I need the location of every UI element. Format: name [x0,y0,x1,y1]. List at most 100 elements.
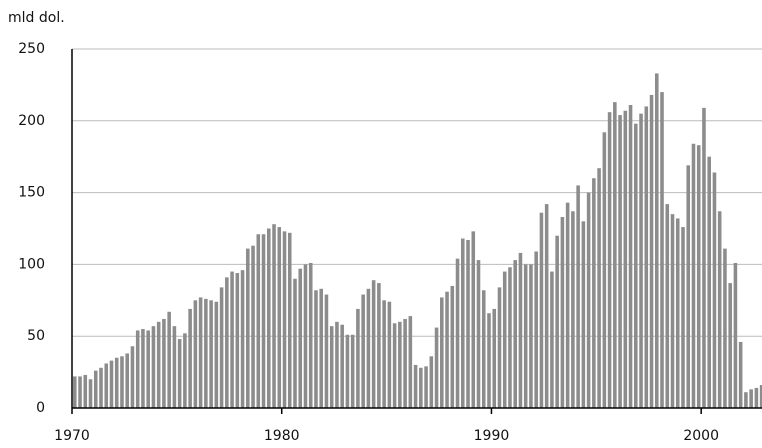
bar [272,224,276,408]
bar [586,192,591,408]
bar [450,285,455,408]
bar [654,73,659,409]
bar [471,231,476,408]
bar [497,287,502,408]
y-tick-label: 250 [18,41,45,57]
bar [424,366,428,408]
bar [539,212,544,408]
bar [576,185,580,408]
bar [717,211,722,408]
bar [120,356,124,408]
bar [219,287,224,408]
bar [350,334,355,408]
bar [670,214,675,408]
bar [230,271,234,408]
bar [261,234,266,408]
bar [214,301,219,408]
bar [628,105,633,408]
bar [738,341,743,408]
bar [702,107,706,408]
bar [607,112,612,409]
bar [565,202,570,408]
bar [377,283,381,408]
bar [99,367,103,408]
bar [560,217,565,408]
bar [639,113,643,409]
bar [156,321,161,408]
y-tick-label: 50 [27,328,45,344]
bar [193,300,198,408]
bar [303,264,308,408]
bar [151,326,156,408]
bar [298,268,303,408]
y-axis-label: mld dol. [8,10,65,26]
bar [502,271,507,408]
bar [534,251,538,408]
bar [419,367,423,408]
bar [675,218,680,408]
bar [508,267,512,408]
bar [649,94,654,409]
bar [660,92,664,408]
x-tick-label: 1970 [54,428,90,444]
bar [613,102,617,408]
bar [403,318,407,408]
bar [434,327,439,408]
bar [141,329,145,408]
bar [198,297,203,408]
bar [319,288,323,408]
bar [361,294,365,408]
bar [73,376,77,408]
bar [287,232,292,408]
bar [172,326,177,408]
bar [371,280,376,408]
bar [240,270,245,408]
bar [634,123,638,408]
bar [225,277,229,408]
bar [623,110,628,409]
bar [183,333,187,408]
bar [256,234,261,408]
bar [518,252,523,408]
bar [744,392,748,408]
bar [749,389,753,408]
y-tick-label: 150 [18,185,45,201]
y-tick-label: 0 [36,400,45,416]
bar [293,278,297,408]
bar [366,288,371,408]
y-tick-label: 200 [18,113,45,129]
bar [445,291,449,408]
bar [513,260,517,408]
bar [644,106,649,408]
bar [308,262,313,408]
bar [209,300,213,408]
bar [408,316,413,408]
bar [455,258,460,408]
bar [83,374,88,408]
bar [324,294,329,408]
bar [340,324,344,408]
bar [167,311,171,408]
bar [93,370,98,408]
bar [177,339,182,408]
bar [78,376,82,408]
bar [235,273,240,408]
bar [429,356,434,408]
bar [544,204,549,408]
bar [460,238,465,408]
bar [466,239,470,408]
bar [146,330,150,408]
bar [329,326,334,408]
bar [387,301,392,408]
bar [398,321,402,408]
bar [555,235,559,408]
x-tick-label: 2000 [683,428,719,444]
bar [723,248,727,408]
y-tick-label: 100 [18,256,45,272]
bar [188,308,192,408]
bar [686,165,691,408]
bar [618,115,622,408]
bar [246,248,250,408]
bar [440,297,444,408]
